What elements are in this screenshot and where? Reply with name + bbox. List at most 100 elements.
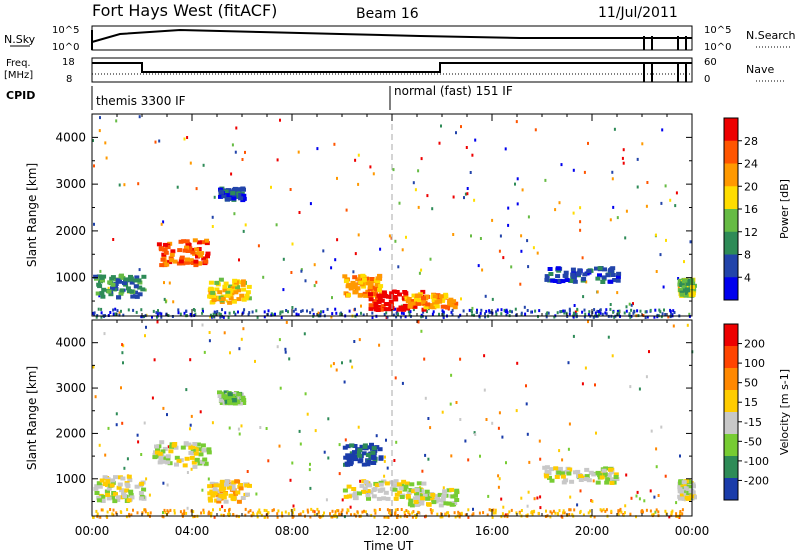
echo-cell xyxy=(184,456,190,461)
echo-cell xyxy=(542,465,548,470)
echo-cell xyxy=(244,293,250,298)
scatter-cell xyxy=(199,410,202,414)
ground-cell xyxy=(500,308,503,312)
echo-cell xyxy=(198,452,204,457)
scatter-cell xyxy=(386,466,389,470)
ground-cell xyxy=(673,311,676,314)
echo-cell xyxy=(162,456,168,461)
scatter-cell xyxy=(221,505,224,509)
echo-cell xyxy=(238,486,244,491)
nsearch-label: N.Search xyxy=(746,29,796,42)
scatter-cell xyxy=(587,141,589,145)
echo-cell xyxy=(597,273,602,278)
echo-cell xyxy=(94,484,100,489)
ground-cell xyxy=(265,509,268,513)
ground-cell xyxy=(209,313,212,317)
echo-cell xyxy=(234,391,239,396)
echo-cell xyxy=(230,484,236,489)
scatter-cell xyxy=(123,183,126,187)
echo-cell xyxy=(547,267,553,271)
scatter-cell xyxy=(289,188,292,191)
echo-cell xyxy=(368,282,374,286)
echo-cell xyxy=(231,196,237,201)
ground-cell xyxy=(599,308,602,312)
scatter-cell xyxy=(420,268,423,272)
ground-cell xyxy=(233,310,235,314)
ground-cell xyxy=(489,310,492,314)
ground-cell xyxy=(500,312,503,316)
ground-cell xyxy=(224,311,227,315)
echo-cell xyxy=(245,290,251,295)
echo-cell xyxy=(244,483,250,488)
ground-cell xyxy=(276,515,279,519)
scatter-cell xyxy=(118,183,121,187)
ground-cell xyxy=(228,510,231,514)
scatter-cell xyxy=(122,344,125,348)
echo-cell xyxy=(362,444,368,449)
echo-cell xyxy=(184,245,189,250)
echo-cell xyxy=(597,266,603,271)
scatter-cell xyxy=(668,515,671,519)
ground-cell xyxy=(155,311,158,315)
ground-cell xyxy=(534,309,537,313)
ground-cell xyxy=(95,509,98,513)
ground-cell xyxy=(241,311,244,315)
scatter-cell xyxy=(440,124,442,128)
ground-cell xyxy=(598,313,600,317)
scatter-cell xyxy=(688,312,691,316)
echo-cell xyxy=(185,249,191,253)
scatter-cell xyxy=(384,455,386,459)
scatter-cell xyxy=(561,458,564,462)
ground-cell xyxy=(306,508,309,512)
echo-cell xyxy=(384,481,390,486)
freq-tick-top: 18 xyxy=(62,57,75,68)
echo-cell xyxy=(182,463,188,468)
x-tick-label: 00:00 xyxy=(75,524,110,538)
echo-cell xyxy=(429,496,435,501)
ground-cell xyxy=(251,310,254,314)
echo-cell xyxy=(544,274,550,279)
echo-cell xyxy=(240,282,246,287)
ground-cell xyxy=(672,309,675,313)
scatter-cell xyxy=(98,443,101,447)
echo-cell xyxy=(119,288,125,293)
ground-cell xyxy=(251,512,254,516)
scatter-cell xyxy=(225,299,228,303)
ground-cell xyxy=(317,510,320,514)
scatter-cell xyxy=(209,315,212,319)
ground-cell xyxy=(610,509,613,513)
ground-cell xyxy=(563,309,566,313)
ground-cell xyxy=(307,510,310,514)
ground-cell xyxy=(237,310,239,314)
echo-cell xyxy=(154,444,159,449)
echo-cell xyxy=(110,282,116,287)
scatter-cell xyxy=(162,481,165,485)
scatter-cell xyxy=(649,489,652,493)
echo-cell xyxy=(362,486,368,491)
scatter-cell xyxy=(505,461,507,465)
ground-cell xyxy=(400,311,403,315)
scatter-cell xyxy=(104,453,107,457)
ground-cell xyxy=(316,507,319,511)
echo-cell xyxy=(216,499,222,504)
ground-cell xyxy=(243,308,246,312)
ground-cell xyxy=(605,312,608,316)
echo-cell xyxy=(451,299,457,304)
ground-cell xyxy=(149,511,152,515)
scatter-cell xyxy=(162,220,165,224)
echo-cell xyxy=(393,479,399,484)
echo-cell xyxy=(234,479,240,484)
echo-cell xyxy=(432,294,438,299)
scatter-cell xyxy=(655,465,658,469)
echo-cell xyxy=(188,450,194,455)
ground-cell xyxy=(451,313,454,317)
ground-cell xyxy=(219,507,221,511)
echo-cell xyxy=(113,492,118,497)
ground-cell xyxy=(623,311,626,315)
echo-cell xyxy=(554,475,560,479)
ground-cell xyxy=(271,313,274,317)
ground-cell xyxy=(439,515,442,519)
echo-cell xyxy=(449,487,455,492)
ground-cell xyxy=(140,315,143,319)
echo-cell xyxy=(682,288,688,293)
